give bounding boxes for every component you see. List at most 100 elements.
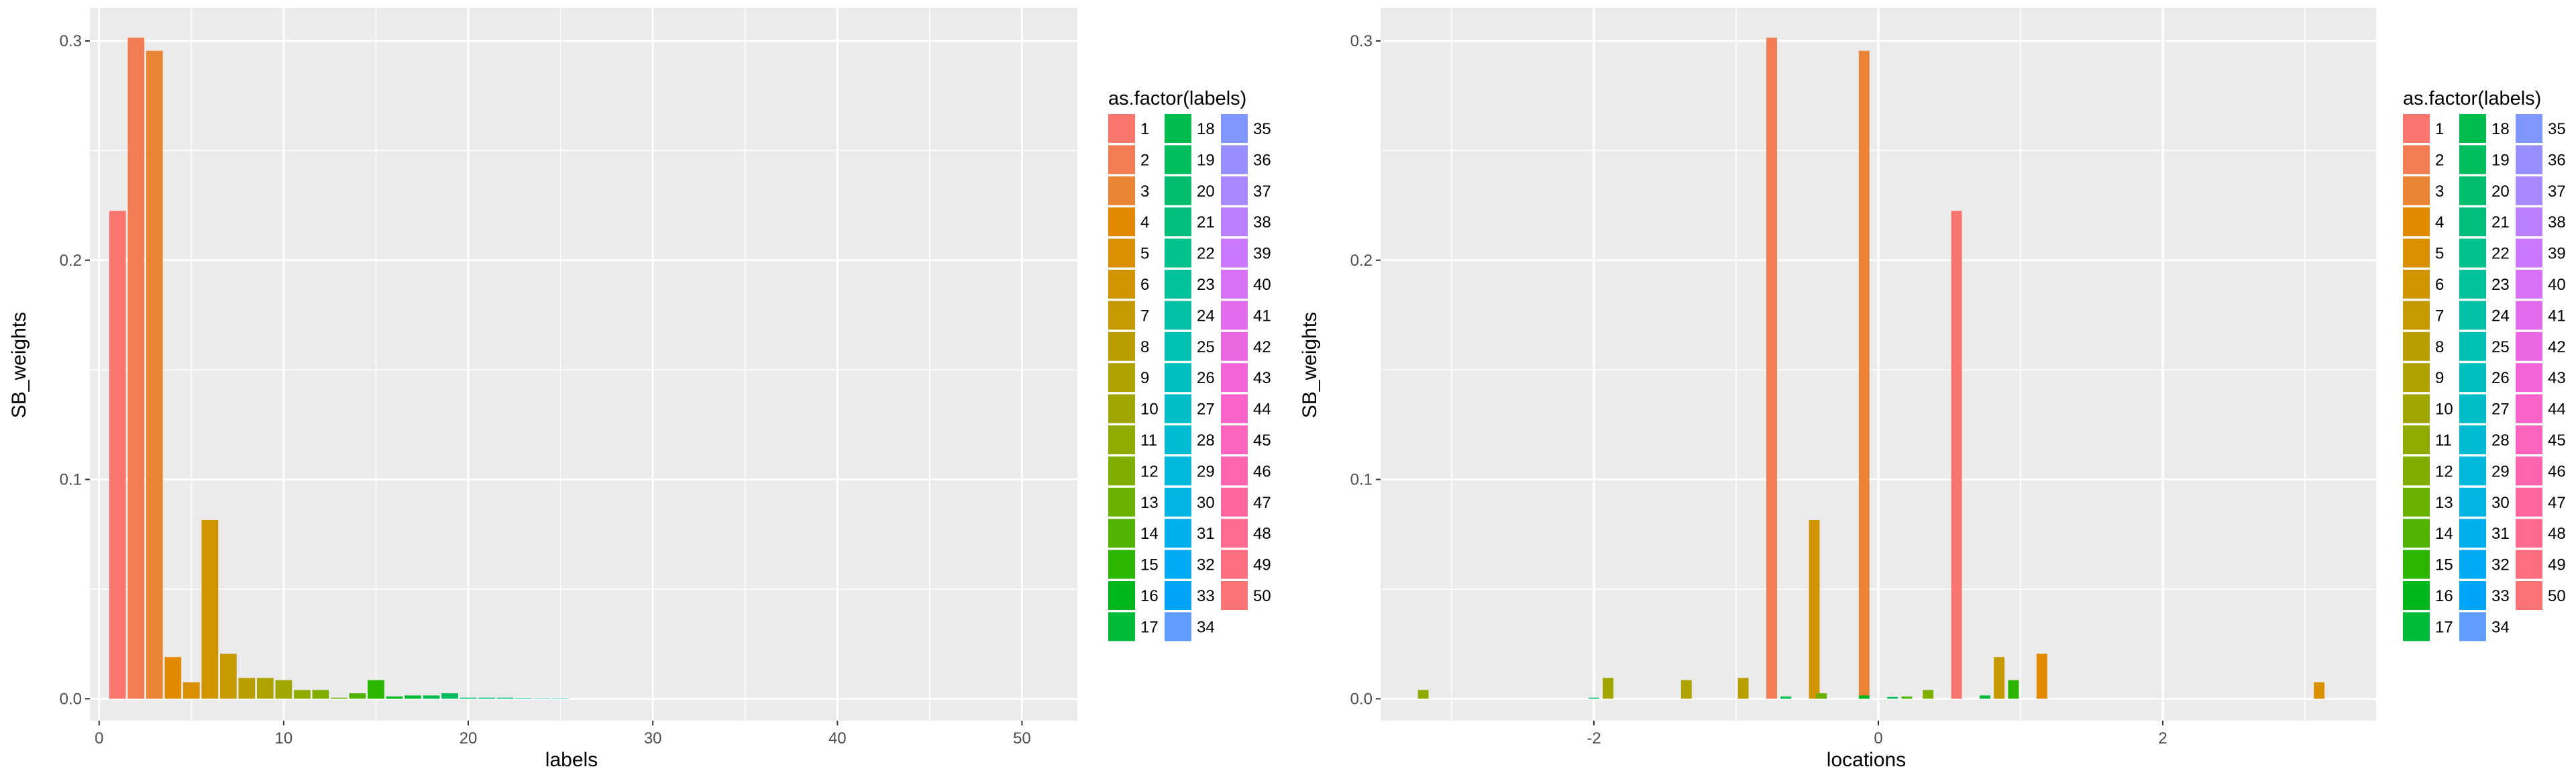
legend-label-28: 28 [2491, 431, 2510, 450]
legend-label-5: 5 [2435, 245, 2444, 263]
legend-key-49 [2516, 550, 2542, 579]
legend-key-20 [1165, 176, 1191, 205]
legend-label-15: 15 [2435, 556, 2453, 574]
legend-label-15: 15 [1140, 556, 1159, 574]
bar-label-8 [238, 678, 256, 699]
legend-key-23 [1165, 270, 1191, 299]
legend-label-22: 22 [2491, 245, 2510, 263]
legend-key-18 [2459, 114, 2486, 143]
legend-label-33: 33 [2491, 587, 2510, 605]
legend-label-10: 10 [2435, 401, 2453, 419]
legend-key-38 [2516, 207, 2542, 237]
legend-key-20 [2459, 176, 2486, 205]
bar-label-15 [2008, 680, 2019, 699]
y-tick-label: 0.1 [60, 471, 82, 489]
legend-label-4: 4 [1140, 213, 1149, 231]
bar-label-21 [478, 697, 495, 699]
plot-panel-left [90, 8, 1077, 721]
legend-key-45 [1221, 425, 1248, 454]
legend-key-19 [1165, 145, 1191, 174]
legend-label-26: 26 [2491, 369, 2510, 387]
legend-key-46 [2516, 456, 2542, 486]
legend-label-45: 45 [2548, 431, 2566, 450]
y-tick-label: 0.0 [60, 690, 82, 708]
x-tick-label: 2 [2158, 729, 2167, 748]
legend-label-9: 9 [1140, 369, 1149, 387]
legend-key-31 [2459, 519, 2486, 548]
legend-label-26: 26 [1197, 369, 1215, 387]
legend-label-8: 8 [2435, 338, 2444, 356]
legend-label-1: 1 [2435, 120, 2444, 138]
legend-key-37 [1221, 176, 1248, 205]
legend-key-16 [2403, 581, 2430, 610]
bar-label-17 [1980, 695, 1990, 699]
legend-key-10 [1108, 394, 1135, 423]
x-axis-ticks-right: -2 0 2 [1587, 721, 2167, 748]
legend-label-29: 29 [1197, 462, 1215, 480]
y-axis-ticks-right: 0.0 0.1 0.2 0.3 [1350, 32, 1381, 708]
legend-key-47 [1221, 487, 1248, 517]
bar-label-3 [146, 50, 163, 699]
legend-key-32 [1165, 550, 1191, 579]
bar-label-15 [368, 680, 384, 699]
legend-key-18 [1165, 114, 1191, 143]
legend-key-41 [2516, 301, 2542, 330]
legend-key-3 [2403, 176, 2430, 205]
bar-label-5 [182, 682, 200, 699]
legend-keys-right: 1234567891011121314151617181920212223242… [2403, 114, 2566, 641]
legend-key-34 [1165, 612, 1191, 641]
legend-key-8 [1108, 331, 1135, 361]
legend-label-13: 13 [2435, 494, 2453, 512]
bars-left [109, 38, 569, 699]
legend-label-46: 46 [2548, 462, 2566, 480]
bar-label-10 [1603, 678, 1614, 699]
legend-key-4 [1108, 207, 1135, 237]
legend-key-50 [1221, 581, 1248, 610]
legend-label-35: 35 [2548, 120, 2566, 138]
legend-label-40: 40 [1253, 276, 1271, 294]
legend-key-23 [2459, 270, 2486, 299]
legend-key-33 [2459, 581, 2486, 610]
legend-label-28: 28 [1197, 431, 1215, 450]
x-tick-label: 10 [275, 729, 293, 748]
legend-title-right: as.factor(labels) [2403, 88, 2541, 109]
legend-key-4 [2403, 207, 2430, 237]
legend-key-29 [1165, 456, 1191, 486]
legend-key-17 [1108, 612, 1135, 641]
legend-key-30 [2459, 487, 2486, 517]
legend-label-13: 13 [1140, 494, 1159, 512]
legend-key-19 [2459, 145, 2486, 174]
legend-label-44: 44 [2548, 401, 2566, 419]
legend-label-39: 39 [1253, 245, 1271, 263]
legend-key-42 [1221, 331, 1248, 361]
legend-key-47 [2516, 487, 2542, 517]
legend-label-17: 17 [2435, 618, 2453, 636]
legend-label-8: 8 [1140, 338, 1149, 356]
legend-key-34 [2459, 612, 2486, 641]
legend-key-27 [2459, 394, 2486, 423]
bar-label-10 [275, 680, 292, 699]
y-tick-label: 0.3 [60, 32, 82, 50]
bar-label-2 [1766, 38, 1777, 699]
legend-label-37: 37 [2548, 183, 2566, 201]
legend-key-17 [2403, 612, 2430, 641]
bar-label-5 [2314, 682, 2325, 699]
legend-label-32: 32 [2491, 556, 2510, 574]
legend-label-19: 19 [1197, 151, 1215, 169]
legend-key-30 [1165, 487, 1191, 517]
bar-label-14 [1901, 697, 1913, 699]
legend-label-6: 6 [1140, 276, 1149, 294]
legend-key-40 [2516, 270, 2542, 299]
legend-key-8 [2403, 331, 2430, 361]
bar-label-12 [1923, 690, 1934, 699]
legend-label-16: 16 [2435, 587, 2453, 605]
bar-label-20 [1589, 697, 1599, 699]
x-tick-label: 40 [828, 729, 847, 748]
legend-key-2 [2403, 145, 2430, 174]
legend-key-6 [2403, 270, 2430, 299]
bar-label-17 [405, 695, 421, 699]
legend-label-3: 3 [2435, 183, 2444, 201]
x-tick-label: 0 [1874, 729, 1882, 748]
legend-label-37: 37 [1253, 183, 1271, 201]
legend-label-20: 20 [1197, 183, 1215, 201]
